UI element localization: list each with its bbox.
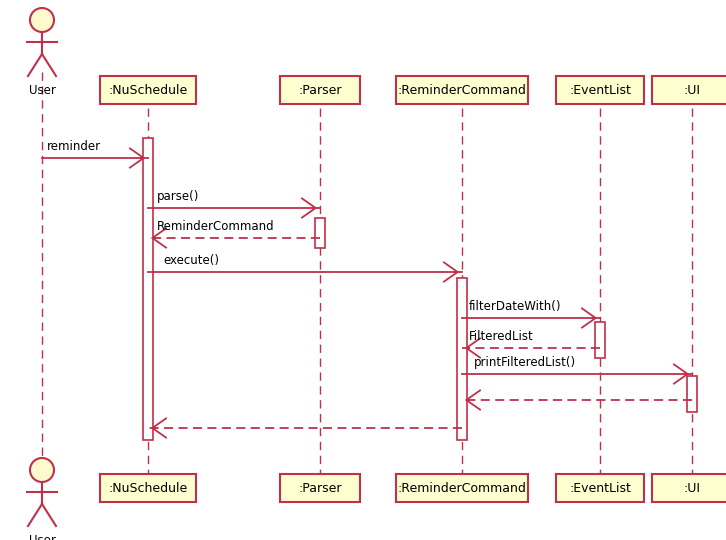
Bar: [396, 474, 528, 502]
Circle shape: [30, 8, 54, 32]
Text: printFilteredList(): printFilteredList(): [473, 356, 576, 369]
Text: User: User: [28, 84, 55, 97]
Text: :Parser: :Parser: [298, 482, 342, 495]
Bar: [595, 322, 605, 358]
Bar: [556, 76, 644, 104]
Bar: [396, 76, 528, 104]
Bar: [100, 474, 195, 502]
Bar: [315, 218, 325, 248]
Text: :UI: :UI: [683, 482, 701, 495]
Text: ReminderCommand: ReminderCommand: [157, 220, 274, 233]
Circle shape: [30, 458, 54, 482]
Text: :UI: :UI: [683, 84, 701, 97]
Bar: [280, 474, 360, 502]
Text: :NuSchedule: :NuSchedule: [108, 84, 187, 97]
Text: :Parser: :Parser: [298, 84, 342, 97]
Bar: [687, 376, 697, 412]
Bar: [652, 474, 726, 502]
Text: :EventList: :EventList: [569, 482, 631, 495]
Text: FilteredList: FilteredList: [469, 330, 534, 343]
Text: :ReminderCommand: :ReminderCommand: [398, 482, 526, 495]
Bar: [652, 76, 726, 104]
Bar: [457, 278, 467, 440]
Bar: [556, 474, 644, 502]
Text: User: User: [28, 534, 55, 540]
Text: filterDateWith(): filterDateWith(): [469, 300, 561, 313]
Text: execute(): execute(): [163, 254, 220, 267]
Text: :NuSchedule: :NuSchedule: [108, 482, 187, 495]
Text: reminder: reminder: [47, 140, 102, 153]
Text: :ReminderCommand: :ReminderCommand: [398, 84, 526, 97]
Bar: [143, 138, 153, 440]
Bar: [280, 76, 360, 104]
Bar: [100, 76, 195, 104]
Text: parse(): parse(): [157, 190, 199, 203]
Text: :EventList: :EventList: [569, 84, 631, 97]
